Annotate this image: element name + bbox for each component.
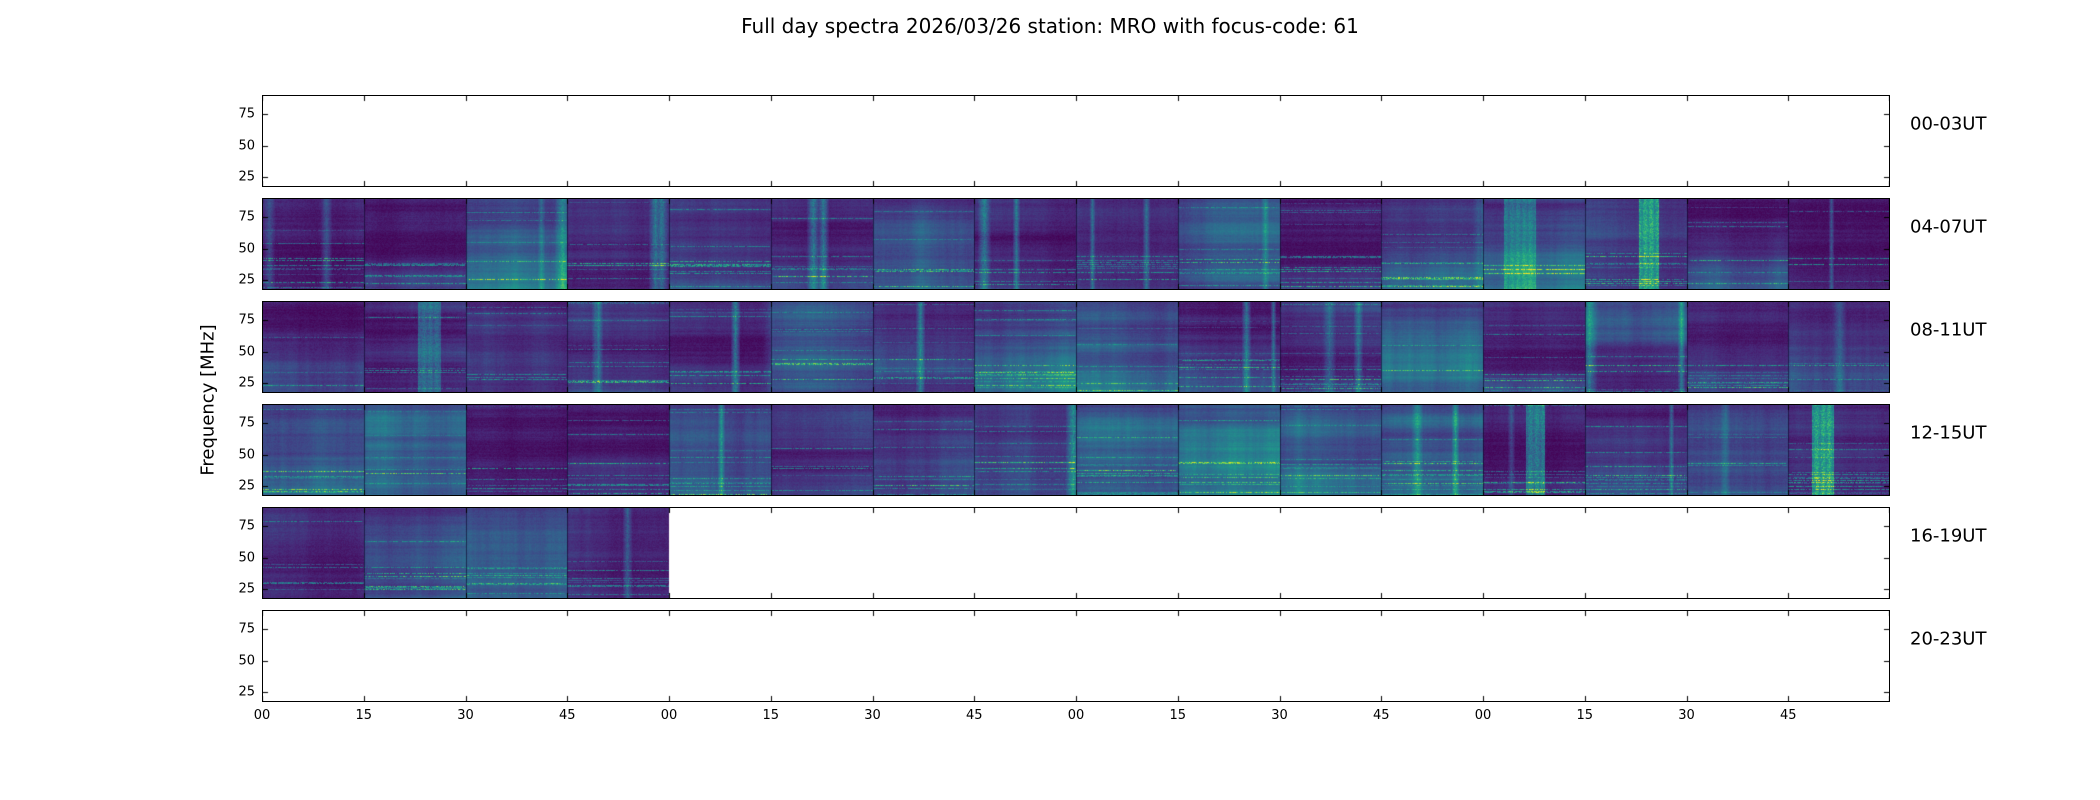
spectrogram-row: 75 50 25 00-03UT: [238, 95, 1986, 187]
x-tick-label: 30: [864, 708, 881, 723]
y-tick-label: 25: [238, 478, 255, 494]
x-tick-label: 15: [1576, 708, 1594, 723]
axes-frame: [262, 301, 1890, 393]
spectrogram-canvas: [262, 610, 1890, 702]
spectrogram-canvas: [262, 198, 1890, 290]
x-tick-label: 30: [1271, 708, 1288, 723]
y-tick-label: 25: [238, 581, 255, 597]
spectrogram-row: 75 50 25 04-07UT: [238, 198, 1986, 290]
row-label: 00-03UT: [1910, 113, 1987, 135]
spectrogram-row: 75 50 25 16-19UT: [238, 507, 1986, 599]
x-tick-label: 45: [558, 708, 576, 723]
y-tick-label: 75: [238, 209, 255, 225]
y-tick-label: 75: [238, 415, 255, 431]
spectrogram-canvas: [262, 301, 1890, 393]
spectrogram-row: 75 50 25 08-11UT: [238, 301, 1986, 393]
y-tick-label: 50: [238, 344, 255, 360]
y-tick-label: 75: [238, 106, 255, 122]
y-tick-label: 75: [238, 518, 255, 534]
x-tick-label: 15: [762, 708, 780, 723]
axes-frame: [262, 198, 1890, 290]
axes-frame: [262, 404, 1890, 496]
row-label: 16-19UT: [1910, 525, 1987, 547]
spectrogram-canvas: [262, 95, 1890, 187]
y-tick-label: 75: [238, 621, 255, 637]
spectrogram-canvas: [262, 507, 1890, 599]
row-label: 04-07UT: [1910, 216, 1987, 238]
row-label: 20-23UT: [1910, 628, 1987, 650]
spectrogram-canvas: [262, 404, 1890, 496]
x-tick-label: 00: [660, 708, 678, 723]
y-tick-label: 25: [238, 169, 255, 185]
row-label: 08-11UT: [1910, 319, 1987, 341]
y-tick-label: 25: [238, 684, 255, 700]
x-tick-label: 30: [457, 708, 474, 723]
spectrogram-row: 75 50 25 20-23UT: [238, 610, 1986, 702]
x-tick-label: 15: [355, 708, 373, 723]
axes-frame: [262, 95, 1890, 187]
y-tick-label: 50: [238, 447, 255, 463]
y-tick-label: 50: [238, 138, 255, 154]
figure-title: Full day spectra 2026/03/26 station: MRO…: [741, 14, 1359, 38]
y-tick-label: 50: [238, 550, 255, 566]
y-tick-label: 75: [238, 312, 255, 328]
x-tick-label: 15: [1169, 708, 1187, 723]
axes-frame: [262, 610, 1890, 702]
x-tick-label: 30: [1678, 708, 1695, 723]
y-tick-label: 50: [238, 241, 255, 257]
x-tick-label: 00: [1474, 708, 1492, 723]
y-tick-label: 25: [238, 272, 255, 288]
x-tick-label: 00: [1067, 708, 1085, 723]
y-tick-label: 25: [238, 375, 255, 391]
x-tick-label: 45: [1779, 708, 1797, 723]
x-tick-label: 00: [253, 708, 271, 723]
spectrogram-row: 75 50 25 12-15UT: [238, 404, 1986, 496]
y-tick-label: 50: [238, 653, 255, 669]
x-tick-label: 45: [965, 708, 983, 723]
axes-frame: [262, 507, 1890, 599]
row-label: 12-15UT: [1910, 422, 1987, 444]
x-tick-label: 45: [1372, 708, 1390, 723]
